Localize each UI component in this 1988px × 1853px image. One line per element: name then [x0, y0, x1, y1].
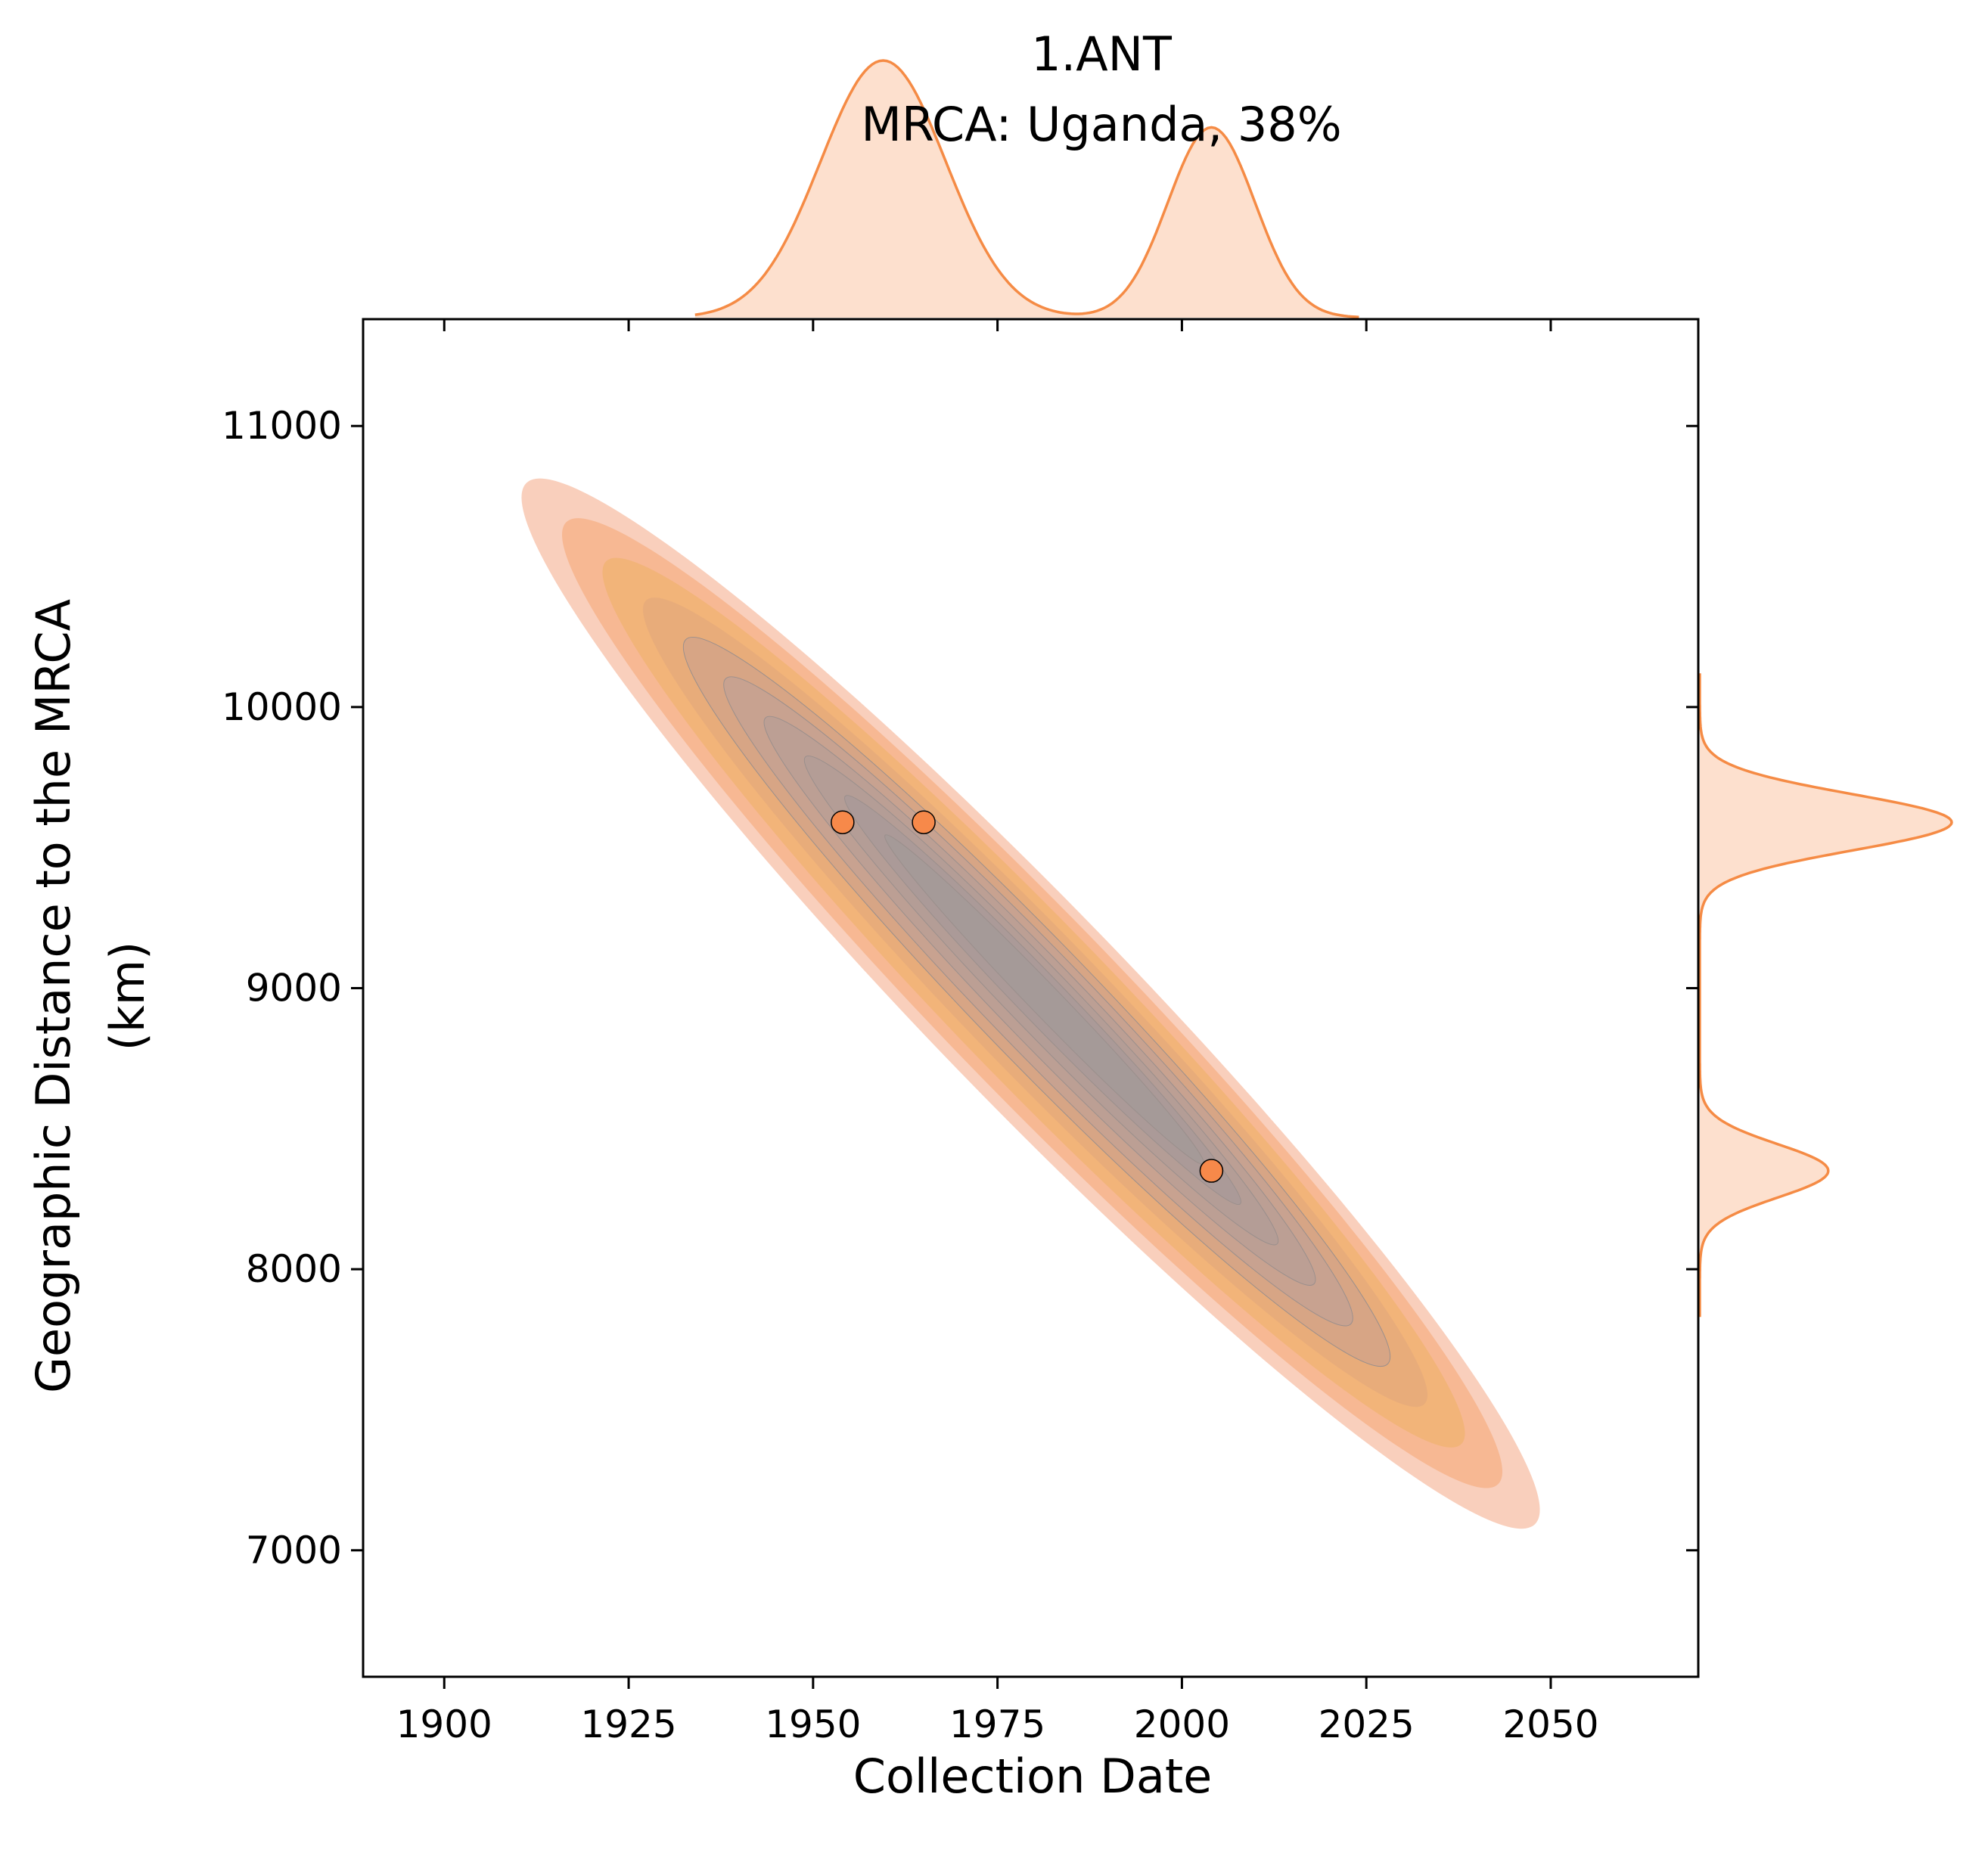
- x-tick-label: 2050: [1502, 1702, 1598, 1746]
- marginal-x-density: [694, 59, 1359, 318]
- plot-frame: [362, 318, 1700, 1678]
- y-tick-label: 11000: [222, 404, 342, 448]
- x-tick-label: 1975: [949, 1702, 1045, 1746]
- scatter-points: [831, 810, 1224, 1183]
- x-axis-label: Collection Date: [853, 1749, 1213, 1804]
- scatter-point: [912, 810, 936, 834]
- marginal-x-fill: [694, 61, 1359, 318]
- x-tick-label: 1900: [396, 1702, 492, 1746]
- y-tick-label: 9000: [246, 966, 342, 1010]
- marginal-y-density: [1698, 673, 1953, 1318]
- y-tick-label: 8000: [246, 1247, 342, 1291]
- y-axis-label-unit: (km): [100, 942, 155, 1051]
- x-axis-ticks: 1900 1925 1950 1975 2000 2025 2050: [396, 319, 1599, 1746]
- x-tick-label: 2025: [1319, 1702, 1415, 1746]
- scatter-point: [1199, 1159, 1224, 1183]
- chart-title: 1.ANT: [1031, 26, 1173, 82]
- marginal-y-fill: [1700, 673, 1952, 1318]
- x-tick-label: 1950: [765, 1702, 861, 1746]
- y-axis-label: Geographic Distance to the MRCA: [26, 599, 81, 1393]
- y-tick-label: 7000: [246, 1529, 342, 1572]
- kde-contours: [521, 478, 1540, 1529]
- y-axis-ticks: 7000 8000 9000 10000 11000: [222, 404, 1698, 1572]
- marginal-x-line: [694, 59, 1359, 318]
- marginal-y-line: [1698, 673, 1953, 1318]
- x-tick-label: 1925: [580, 1702, 676, 1746]
- y-tick-label: 10000: [222, 685, 342, 729]
- chart-subtitle: MRCA: Uganda, 38%: [861, 97, 1341, 152]
- scatter-point: [831, 810, 855, 834]
- x-tick-label: 2000: [1134, 1702, 1230, 1746]
